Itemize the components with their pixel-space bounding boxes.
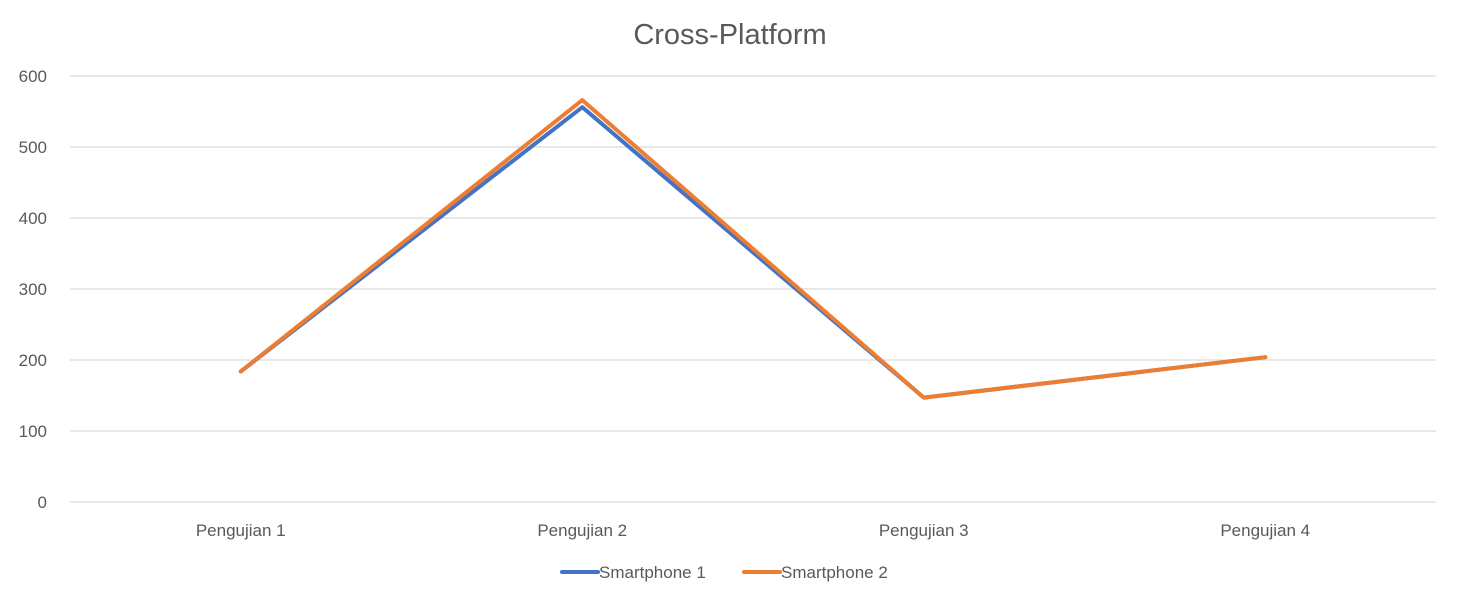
- series-line-1: [238, 105, 1268, 400]
- y-tick-label: 400: [19, 209, 47, 228]
- y-tick-label: 100: [19, 422, 47, 441]
- y-axis-ticks: 0 100 200 300 400 500 600: [19, 67, 47, 512]
- gridlines: [70, 75, 1436, 503]
- y-tick-label: 600: [19, 67, 47, 86]
- y-tick-label: 500: [19, 138, 47, 157]
- y-tick-label: 300: [19, 280, 47, 299]
- legend-label: Smartphone 1: [599, 563, 706, 582]
- y-tick-label: 0: [38, 493, 47, 512]
- chart-title: Cross-Platform: [633, 19, 826, 51]
- series-lines: [238, 98, 1268, 400]
- x-tick-label: Pengujian 2: [537, 521, 627, 540]
- x-tick-label: Pengujian 3: [879, 521, 969, 540]
- legend: Smartphone 1 Smartphone 2: [560, 563, 888, 582]
- legend-label: Smartphone 2: [781, 563, 888, 582]
- x-tick-label: Pengujian 1: [196, 521, 286, 540]
- y-tick-label: 200: [19, 351, 47, 370]
- x-tick-label: Pengujian 4: [1220, 521, 1310, 540]
- x-axis-ticks: Pengujian 1 Pengujian 2 Pengujian 3 Penguji…: [196, 521, 1310, 540]
- series-line-2: [238, 98, 1268, 400]
